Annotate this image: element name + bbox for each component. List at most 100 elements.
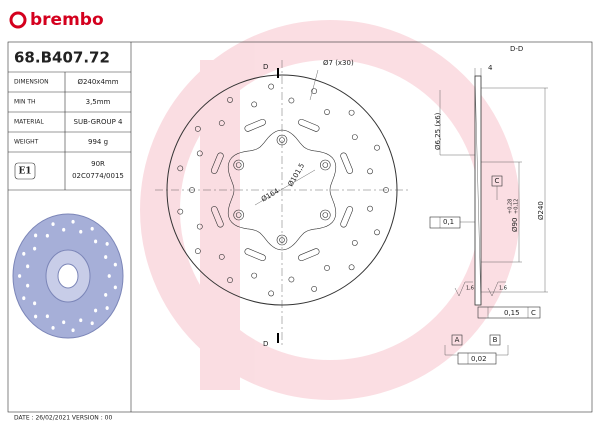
spec-value: SUB-GROUP 4	[74, 118, 124, 126]
spec-label: DIMENSION	[14, 79, 49, 86]
section-title: D-D	[510, 45, 523, 53]
hole	[26, 283, 30, 288]
hole	[351, 240, 358, 246]
hole	[94, 239, 98, 244]
spec-label: MATERIAL	[14, 119, 44, 126]
hole	[189, 187, 195, 193]
hole	[324, 109, 330, 115]
hole	[71, 328, 75, 333]
bolt-hole	[279, 237, 285, 243]
hole	[324, 265, 330, 271]
hole	[227, 97, 233, 103]
hole	[22, 251, 26, 256]
runout-datum: C	[531, 309, 536, 317]
e-mark: E1	[18, 167, 31, 177]
bolt-hole	[320, 209, 331, 221]
approval-code: 90R	[91, 160, 105, 168]
hole	[113, 285, 117, 290]
diameter-label: Ø101,5	[287, 162, 307, 188]
hole	[26, 264, 30, 269]
brand: brembo	[30, 10, 104, 30]
hole	[113, 262, 117, 267]
bore-tolerance: +0,12	[514, 199, 520, 214]
diameter-label: Ø164	[260, 187, 281, 204]
datum: C	[495, 177, 500, 185]
frame	[7, 41, 593, 413]
hole	[79, 229, 83, 234]
hole	[90, 226, 94, 231]
hole	[196, 223, 203, 230]
hole	[374, 229, 380, 236]
bolt-hole	[322, 162, 329, 168]
slot	[244, 118, 266, 132]
bolt-hole	[235, 212, 242, 218]
hub-outline	[227, 129, 337, 251]
slot	[298, 118, 320, 132]
hole	[104, 293, 108, 297]
hole	[90, 321, 94, 326]
hole	[34, 314, 38, 319]
runout: 0,15	[504, 309, 520, 317]
slot	[340, 206, 354, 228]
footer: DATE : 26/02/2021 VERSION : 00	[14, 415, 112, 422]
approval-number: 02C0774/0015	[72, 172, 124, 180]
bolt-hole	[320, 159, 331, 171]
e-mark-frame	[14, 162, 36, 180]
hole	[251, 272, 258, 279]
section-mark: D	[263, 340, 268, 348]
hole	[51, 325, 55, 330]
bolt-hole-label: Ø6,25 (x6)	[434, 112, 442, 150]
thickness-label: 4	[488, 64, 493, 72]
parallelism: 0,02	[471, 355, 487, 363]
hole	[268, 83, 275, 90]
hole	[311, 286, 318, 292]
hole	[105, 306, 109, 310]
slot	[210, 152, 224, 174]
hole	[71, 219, 75, 224]
hole	[22, 296, 26, 301]
spec-value: Ø240x4mm	[77, 78, 118, 86]
spec-value: 994 g	[88, 138, 108, 146]
roughness: 1,6	[499, 286, 507, 292]
disc-render	[12, 213, 124, 339]
hole	[33, 246, 37, 251]
hole	[177, 165, 184, 172]
hole	[227, 277, 233, 283]
slot	[340, 152, 354, 174]
bolt-hole	[279, 137, 285, 143]
hole	[218, 120, 225, 127]
hole	[62, 227, 66, 232]
spec-label: MIN TH	[14, 99, 36, 106]
hole	[288, 276, 295, 283]
bolt-hole	[276, 234, 288, 246]
hole	[105, 242, 109, 246]
hole	[177, 208, 184, 215]
section-view	[429, 68, 548, 365]
bolt-hole	[235, 162, 242, 168]
hole-callout: Ø7 (x30)	[323, 59, 354, 67]
roughness: 1,6	[466, 286, 474, 292]
spec-value: 3,5mm	[86, 98, 111, 106]
datum: A	[455, 336, 460, 344]
bore-tolerance: +0,28	[508, 199, 514, 214]
front-view	[155, 60, 410, 345]
hole	[351, 134, 358, 140]
bolt-hole	[276, 134, 288, 146]
hole	[33, 301, 37, 306]
bolt-hole	[233, 209, 244, 221]
watermark	[140, 20, 520, 400]
datum: B	[493, 336, 498, 344]
slot	[244, 248, 266, 262]
brand-logo: brembo	[9, 10, 104, 30]
hole	[288, 97, 295, 104]
hole	[62, 320, 66, 325]
hole	[374, 144, 380, 151]
bore-diameter: Ø90	[511, 218, 519, 232]
hole	[45, 233, 49, 238]
hole	[383, 187, 389, 193]
hole	[45, 314, 49, 319]
hole	[348, 264, 355, 271]
flatness: 0,1	[443, 218, 454, 226]
section-mark: D	[263, 63, 268, 71]
slot	[298, 248, 320, 262]
